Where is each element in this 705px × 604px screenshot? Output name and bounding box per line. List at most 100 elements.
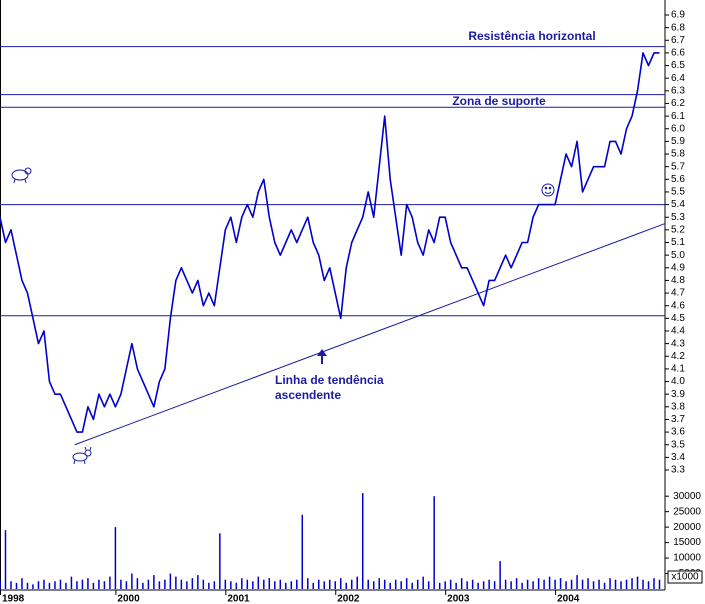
y-tick-label: 6.7 xyxy=(671,35,685,46)
volume-bar xyxy=(636,576,639,589)
arrow-icon xyxy=(317,349,327,364)
volume-bar xyxy=(504,579,507,589)
y-tick-label: 15000 xyxy=(673,537,701,548)
volume-bar xyxy=(0,579,1,589)
y-tick-label: 6.4 xyxy=(671,73,685,84)
volume-bar xyxy=(70,576,73,589)
volume-bar xyxy=(614,579,617,589)
volume-bar xyxy=(279,579,282,589)
volume-bar xyxy=(378,578,380,589)
volume-bar xyxy=(4,530,7,589)
volume-bar xyxy=(361,493,364,589)
x-tick-label: 2000 xyxy=(117,594,140,604)
volume-bar xyxy=(213,581,216,589)
volume-bar xyxy=(515,578,518,589)
bull-icon xyxy=(72,446,92,465)
text-layer: 3.3 3.4 3.53.6 3.7 3.83.9 4.04.1 4.2 4.34.4 4.5 4… xyxy=(0,10,703,604)
volume-bar xyxy=(81,579,84,589)
x-tick-label: 2002 xyxy=(337,594,360,604)
y-tick-label: 6.2 xyxy=(671,98,685,109)
volume-bar xyxy=(257,576,260,589)
volume-bar xyxy=(488,579,490,589)
volume-bar xyxy=(658,579,661,589)
volume-bar xyxy=(339,578,342,589)
volume-bar xyxy=(537,578,540,589)
volume-bar xyxy=(169,573,172,589)
volume-bar xyxy=(532,581,534,589)
trend-label: Linha de tendência xyxy=(275,373,384,387)
volume-bar xyxy=(653,578,655,589)
y-tick-label: 6.1 xyxy=(671,111,685,122)
volume-bar xyxy=(329,579,331,589)
volume-bar xyxy=(136,578,139,589)
volume-bar xyxy=(438,582,441,589)
volume-bar xyxy=(455,582,457,589)
volume-bar xyxy=(109,576,111,589)
y-tick-label: 3.5 xyxy=(671,439,685,450)
x-tick-label: 2004 xyxy=(557,594,580,604)
y-tick-label: 3.6 xyxy=(671,427,685,438)
reference-label: Resistência horizontal xyxy=(468,29,595,43)
volume-bar xyxy=(290,581,293,589)
smiley-icon xyxy=(541,183,555,197)
volume-bar xyxy=(125,581,128,589)
y-tick-label: 5.3 xyxy=(671,212,685,223)
y-tick-label: 6.9 xyxy=(671,10,685,21)
y-tick-label: 3.8 xyxy=(671,401,685,412)
volume-bar xyxy=(191,578,194,589)
y-tick-label: 4.1 xyxy=(671,364,685,375)
volume-bar xyxy=(307,578,309,589)
y-tick-label: 5.9 xyxy=(671,136,685,147)
y-tick-label: 4.4 xyxy=(671,326,685,337)
volume-bar xyxy=(147,579,150,589)
volume-bar xyxy=(263,579,265,589)
y-tick-label: 5.1 xyxy=(671,237,685,248)
y-tick-label: 5.2 xyxy=(671,225,685,236)
volume-bar xyxy=(427,581,430,589)
reference-layer xyxy=(0,46,666,446)
volume-bar xyxy=(345,582,347,589)
volume-bar xyxy=(411,582,413,589)
y-tick-label: 6.8 xyxy=(671,22,685,33)
volume-bar xyxy=(235,582,238,589)
volume-bar xyxy=(219,533,221,589)
volume-bar xyxy=(318,579,320,589)
volume-bar xyxy=(131,573,133,589)
volume-bar xyxy=(175,576,177,589)
trend-label: ascendente xyxy=(275,388,341,402)
volume-bar xyxy=(296,579,298,589)
y-tick-label: 6.0 xyxy=(671,123,685,134)
y-tick-label: 6.6 xyxy=(671,48,685,59)
y-tick-label: 5.0 xyxy=(671,250,685,261)
y-tick-label: 4.5 xyxy=(671,313,685,324)
bear-icon xyxy=(11,167,32,184)
volume-bar xyxy=(416,579,419,589)
volume-bar xyxy=(92,582,95,589)
volume-bar xyxy=(230,581,232,589)
volume-bar xyxy=(565,581,567,589)
volume-bar xyxy=(202,579,205,589)
y-tick-label: 3.3 xyxy=(671,465,685,476)
volume-bar xyxy=(559,578,562,589)
volume-bar xyxy=(526,579,529,589)
volume-bar xyxy=(98,579,100,589)
volume-bar xyxy=(581,579,584,589)
y-tick-label: 5.5 xyxy=(671,187,685,198)
volume-bar xyxy=(21,578,23,589)
volume-bar xyxy=(32,584,34,589)
volume-bar xyxy=(570,579,573,589)
volume-bar xyxy=(186,581,188,589)
y-tick-label: 5.8 xyxy=(671,149,685,160)
y-tick-label: 6.3 xyxy=(671,85,685,96)
trend-line xyxy=(74,223,666,446)
y-tick-label: 6.5 xyxy=(671,60,685,71)
volume-bar xyxy=(367,579,369,589)
volume-bar xyxy=(285,582,287,589)
volume-bar xyxy=(372,581,375,589)
volume-bar xyxy=(554,579,556,589)
volume-bar xyxy=(164,579,166,589)
volume-bar xyxy=(603,582,606,589)
y-tick-label: 30000 xyxy=(673,491,701,502)
volume-bar xyxy=(625,579,628,589)
